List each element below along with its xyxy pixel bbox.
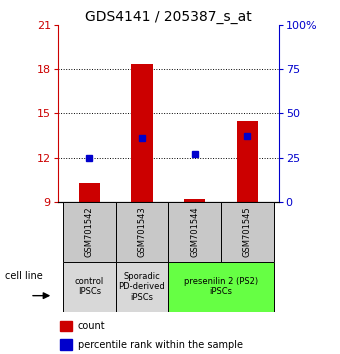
Bar — [237, 121, 258, 202]
Text: GSM701542: GSM701542 — [85, 206, 94, 257]
Bar — [60, 320, 72, 331]
Bar — [132, 64, 153, 202]
Bar — [184, 199, 205, 202]
Bar — [63, 262, 116, 312]
Bar — [79, 183, 100, 202]
Text: GSM701544: GSM701544 — [190, 206, 199, 257]
Text: count: count — [78, 321, 105, 331]
Text: GSM701543: GSM701543 — [137, 206, 147, 257]
Bar — [116, 202, 168, 262]
Bar — [221, 202, 274, 262]
Title: GDS4141 / 205387_s_at: GDS4141 / 205387_s_at — [85, 10, 252, 24]
Text: control
IPSCs: control IPSCs — [75, 277, 104, 296]
Bar — [63, 202, 116, 262]
Bar — [168, 262, 274, 312]
Bar — [168, 202, 221, 262]
Bar — [60, 339, 72, 350]
Text: presenilin 2 (PS2)
iPSCs: presenilin 2 (PS2) iPSCs — [184, 277, 258, 296]
Text: Sporadic
PD-derived
iPSCs: Sporadic PD-derived iPSCs — [119, 272, 165, 302]
Text: percentile rank within the sample: percentile rank within the sample — [78, 339, 243, 350]
Bar — [116, 262, 168, 312]
Text: cell line: cell line — [5, 271, 42, 281]
Text: GSM701545: GSM701545 — [243, 206, 252, 257]
